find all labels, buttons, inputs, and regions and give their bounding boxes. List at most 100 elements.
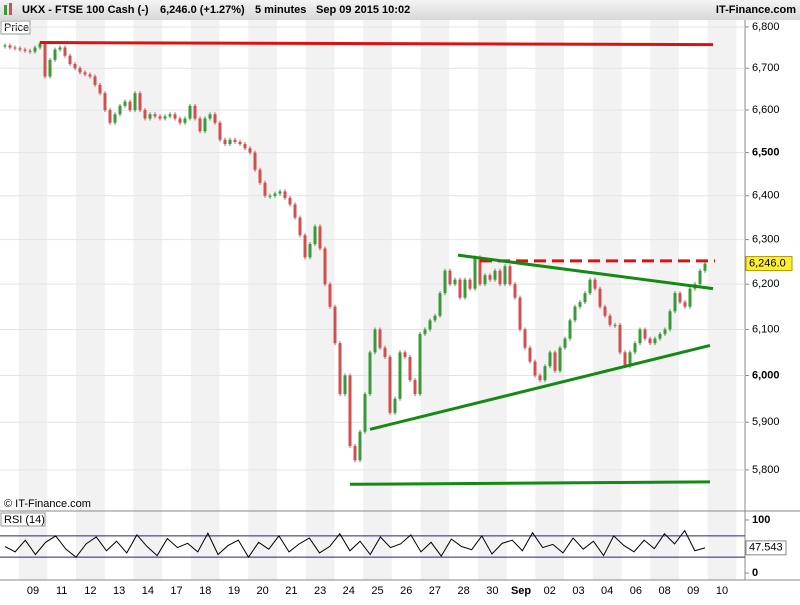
y-tick-label: 6,500 bbox=[752, 146, 780, 158]
candle bbox=[273, 193, 277, 196]
candle bbox=[663, 329, 667, 335]
y-tick-label: 6,300 bbox=[752, 234, 780, 246]
candle bbox=[33, 47, 37, 52]
candle bbox=[68, 55, 72, 65]
day-band bbox=[477, 20, 507, 580]
trendline bbox=[369, 344, 711, 431]
candle bbox=[553, 352, 557, 371]
candle bbox=[508, 266, 512, 285]
x-tick-label: 14 bbox=[142, 585, 154, 597]
candle bbox=[268, 195, 272, 197]
x-tick-label: 20 bbox=[257, 585, 269, 597]
candle bbox=[73, 64, 77, 69]
x-tick-label: 18 bbox=[199, 585, 211, 597]
x-tick-label: 09 bbox=[27, 585, 39, 597]
candle bbox=[428, 320, 432, 330]
x-tick-label: 11 bbox=[56, 585, 67, 597]
candle bbox=[423, 329, 427, 335]
y-tick-label: 6,400 bbox=[752, 190, 780, 202]
candle bbox=[433, 315, 437, 321]
candle bbox=[368, 352, 372, 395]
candle bbox=[453, 279, 457, 285]
quote: 6,246.0 (+1.27%) bbox=[160, 4, 245, 16]
candle bbox=[513, 284, 517, 298]
candle bbox=[3, 45, 7, 47]
candle bbox=[518, 297, 522, 330]
candle bbox=[213, 114, 217, 123]
candle bbox=[568, 320, 572, 339]
candle bbox=[148, 114, 152, 119]
header-bar bbox=[0, 0, 800, 20]
day-band bbox=[707, 20, 737, 580]
candle bbox=[383, 347, 387, 357]
candle bbox=[478, 257, 482, 285]
candle bbox=[543, 366, 547, 381]
candle bbox=[223, 139, 227, 145]
candle bbox=[53, 49, 57, 60]
day-band bbox=[363, 20, 392, 580]
candle bbox=[208, 114, 212, 119]
candle bbox=[388, 356, 392, 413]
x-tick-label: 24 bbox=[343, 585, 355, 597]
candle bbox=[238, 141, 242, 145]
candle bbox=[343, 375, 347, 395]
panel-label: RSI (14) bbox=[4, 514, 45, 526]
candle bbox=[158, 116, 162, 119]
trendline bbox=[39, 41, 714, 47]
candle bbox=[18, 48, 22, 50]
candle bbox=[493, 270, 497, 280]
candle bbox=[278, 191, 282, 194]
candle bbox=[118, 105, 122, 115]
trendline bbox=[457, 253, 714, 291]
candle bbox=[178, 118, 182, 123]
candle bbox=[623, 352, 627, 367]
candle bbox=[603, 306, 607, 316]
x-tick-label: 28 bbox=[458, 585, 470, 597]
candle bbox=[583, 293, 587, 303]
icon bbox=[4, 5, 7, 15]
candle bbox=[573, 306, 577, 321]
y-tick-label: 5,800 bbox=[752, 464, 780, 476]
candle bbox=[633, 343, 637, 353]
candle bbox=[363, 394, 367, 432]
candle bbox=[538, 375, 542, 381]
candle bbox=[563, 338, 567, 348]
candle bbox=[653, 338, 657, 344]
candle bbox=[128, 101, 132, 111]
x-tick-label: 09 bbox=[687, 585, 699, 597]
last-value-box bbox=[745, 540, 787, 556]
candle bbox=[23, 49, 27, 51]
panel-label: Price bbox=[4, 22, 29, 34]
candle bbox=[113, 114, 117, 123]
candle bbox=[103, 93, 107, 111]
candle bbox=[183, 118, 187, 123]
candle bbox=[338, 343, 342, 395]
candle bbox=[468, 279, 472, 289]
datetime: Sep 09 2015 10:02 bbox=[316, 4, 410, 16]
candle bbox=[333, 306, 337, 344]
candle bbox=[318, 226, 322, 249]
candle bbox=[243, 144, 247, 149]
candle bbox=[328, 284, 332, 307]
x-tick-label: 27 bbox=[429, 585, 441, 597]
x-tick-label: 02 bbox=[544, 585, 556, 597]
candle bbox=[93, 76, 97, 85]
candle bbox=[638, 329, 642, 344]
candle bbox=[358, 431, 362, 461]
candle bbox=[218, 122, 222, 140]
x-tick-label: Sep bbox=[511, 585, 531, 597]
candle bbox=[43, 43, 47, 77]
last-value-label: 47.543 bbox=[749, 542, 783, 554]
candle bbox=[253, 152, 257, 170]
candle bbox=[58, 47, 62, 50]
y-tick-label: 6,000 bbox=[752, 369, 780, 381]
candle bbox=[193, 105, 197, 119]
candle bbox=[78, 68, 82, 73]
trendline bbox=[349, 480, 711, 486]
candle bbox=[658, 334, 662, 339]
candle bbox=[613, 324, 617, 326]
candle bbox=[443, 270, 447, 294]
x-tick-label: 21 bbox=[285, 585, 297, 597]
candle bbox=[588, 279, 592, 294]
